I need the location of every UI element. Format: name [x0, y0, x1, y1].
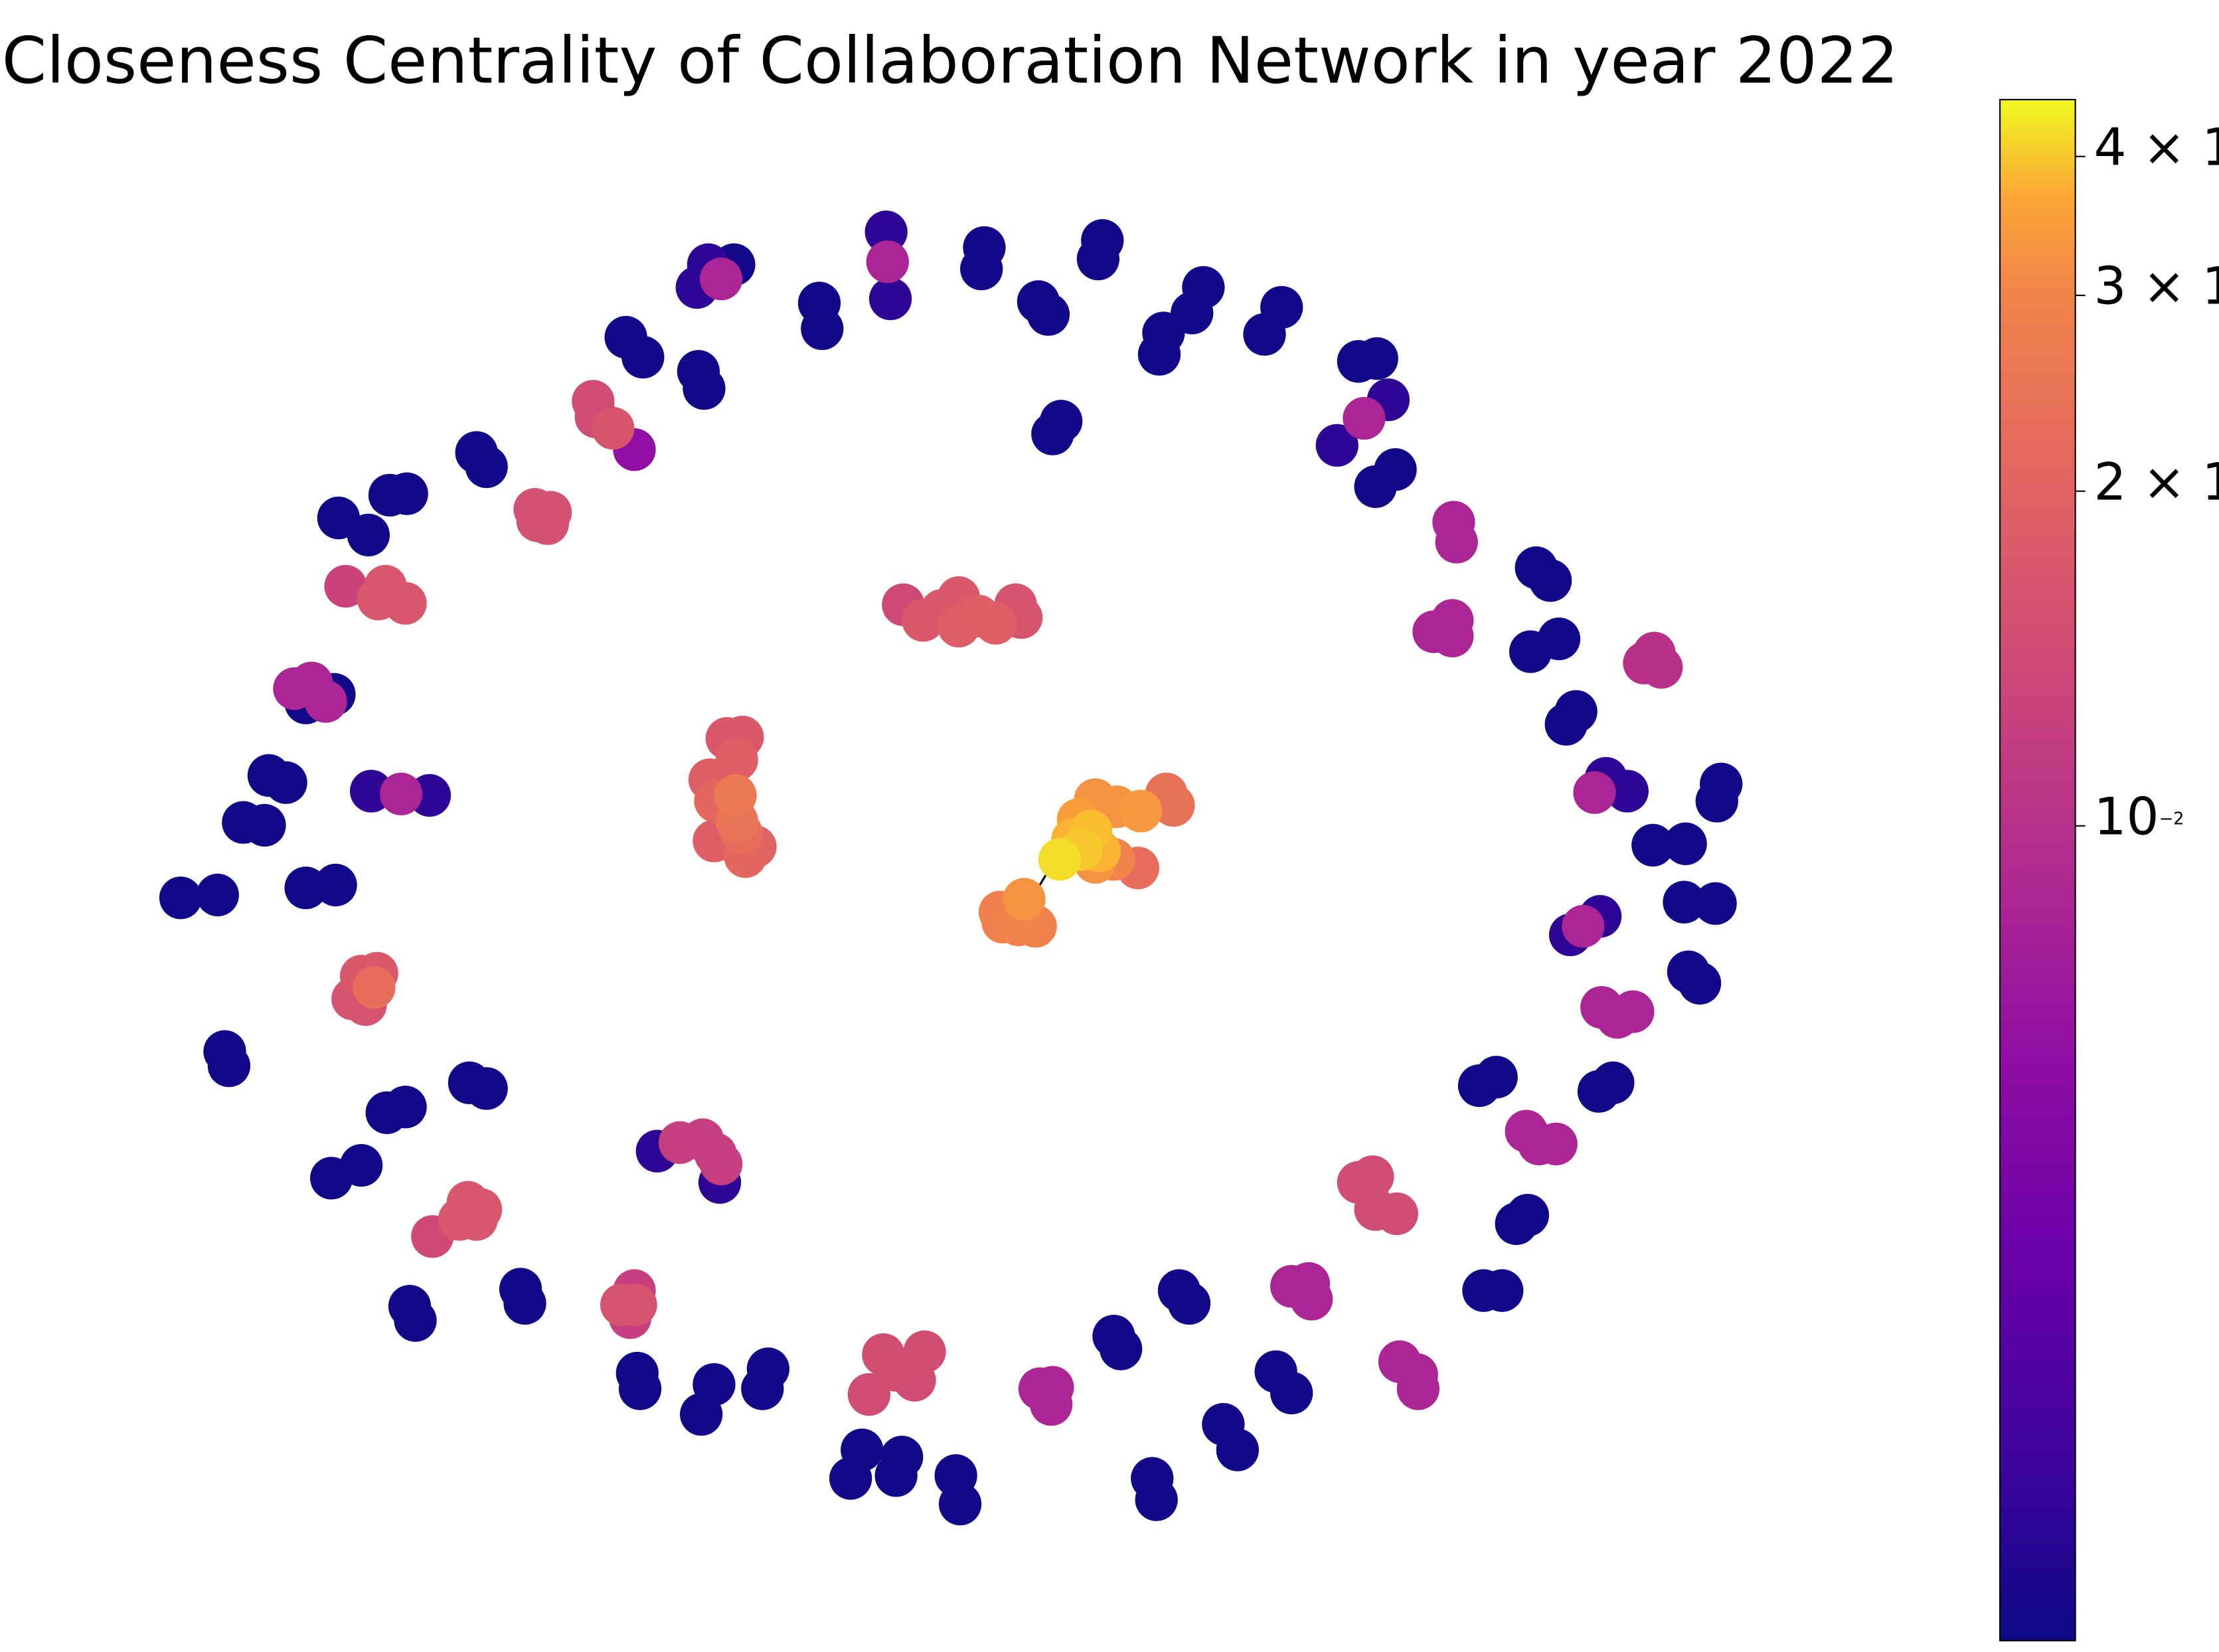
network-node — [700, 1142, 743, 1186]
network-nodes — [159, 210, 1743, 1526]
network-node — [465, 1067, 508, 1110]
network-node — [1243, 313, 1286, 356]
network-node — [868, 277, 912, 321]
network-node — [829, 1457, 872, 1500]
network-node — [1003, 878, 1046, 921]
network-node — [243, 803, 286, 847]
network-node — [314, 863, 357, 907]
chart-title: Closeness Centrality of Collaboration Ne… — [2, 23, 1898, 98]
network-node — [1027, 293, 1070, 336]
network-node — [741, 1367, 784, 1410]
network-node — [379, 772, 423, 815]
network-node — [1678, 961, 1722, 1005]
network-node — [1695, 780, 1738, 823]
network-node — [1694, 882, 1737, 925]
network-node — [196, 873, 239, 917]
colorbar: 4 × 10−2 3 × 10−2 2 × 10−2 10−2 — [1999, 98, 2219, 1641]
colorbar-tick-label: 3 × 10−2 — [2094, 257, 2219, 317]
network-node — [1030, 1382, 1073, 1426]
network-node — [1100, 1327, 1143, 1370]
colorbar-tick-label: 4 × 10−2 — [2094, 118, 2219, 178]
network-node — [1152, 784, 1195, 827]
network-node — [1135, 1478, 1178, 1521]
network-node — [683, 367, 726, 410]
network-node — [1509, 630, 1552, 673]
network-node — [1167, 1281, 1211, 1325]
network-node — [394, 1299, 437, 1342]
network-node — [503, 1281, 546, 1325]
network-node — [1351, 1155, 1394, 1198]
network-node — [1577, 1070, 1621, 1113]
network-node — [592, 406, 635, 450]
network-node — [874, 1349, 918, 1392]
colorbar-tick-label: 2 × 10−2 — [2094, 453, 2219, 513]
network-node — [1315, 424, 1358, 467]
network-node — [1290, 1278, 1333, 1321]
network-node — [1481, 1269, 1524, 1312]
network-node — [310, 1157, 353, 1200]
network-node — [1119, 789, 1163, 833]
network-node — [465, 445, 508, 489]
network-node — [801, 307, 844, 351]
network-node — [384, 582, 427, 625]
network-node — [1664, 822, 1707, 865]
network-node — [1573, 771, 1616, 814]
network-node — [1534, 1122, 1578, 1166]
network-node — [974, 602, 1017, 645]
network-node — [614, 1283, 657, 1327]
network-node — [621, 335, 665, 379]
network-node — [1640, 645, 1683, 689]
network-node — [324, 564, 367, 608]
network-node — [353, 966, 396, 1009]
colorbar-gradient — [1999, 98, 2076, 1641]
network-node — [874, 1454, 918, 1497]
network-node — [1431, 614, 1474, 658]
network-node — [1031, 412, 1074, 455]
network-node — [1562, 904, 1605, 948]
network-node — [1354, 465, 1397, 509]
network-node — [1528, 559, 1572, 602]
network-node — [347, 513, 390, 556]
network-node — [1396, 1367, 1440, 1410]
network-node — [714, 774, 757, 817]
network-node — [618, 1367, 662, 1410]
network-node — [304, 680, 347, 723]
network-node — [1038, 838, 1082, 881]
colorbar-ticks: 4 × 10−2 3 × 10−2 2 × 10−2 10−2 — [2075, 118, 2219, 847]
network-node — [1435, 521, 1478, 564]
network-node — [1663, 880, 1706, 924]
network-node — [1270, 1371, 1313, 1415]
network-node — [938, 1482, 982, 1526]
network-node — [1343, 396, 1386, 440]
network-node — [1631, 823, 1675, 867]
colorbar-tick-label: 10−2 — [2094, 787, 2184, 847]
network-node — [1375, 1192, 1418, 1236]
network-node — [526, 502, 569, 545]
network-node — [1495, 1202, 1538, 1246]
network-node — [700, 257, 743, 301]
network-node — [1355, 337, 1398, 380]
network-node — [1605, 770, 1649, 813]
network-node — [384, 1086, 427, 1129]
network-node — [1216, 1428, 1259, 1471]
network-node — [207, 1044, 251, 1088]
network-node — [264, 761, 307, 804]
network-node — [1076, 237, 1119, 281]
network-node — [680, 1392, 723, 1436]
network-node — [455, 1198, 498, 1241]
network-node — [866, 240, 909, 284]
network-node — [960, 247, 1003, 291]
network-node — [1457, 1064, 1501, 1108]
network-node — [1596, 996, 1639, 1039]
network-node — [159, 876, 203, 920]
network-node — [1137, 333, 1181, 376]
network-node — [385, 472, 428, 515]
network-node — [1544, 702, 1588, 746]
